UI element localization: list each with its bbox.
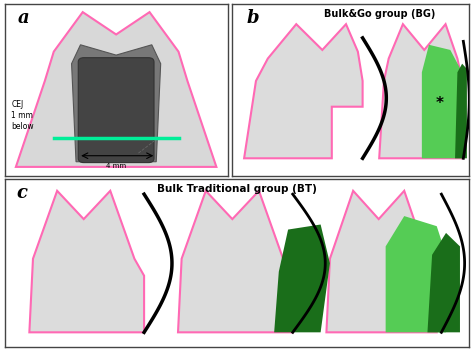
Text: Bulk Traditional group (BT): Bulk Traditional group (BT)	[157, 184, 317, 194]
Polygon shape	[455, 64, 467, 158]
Polygon shape	[422, 45, 462, 158]
Polygon shape	[16, 12, 216, 167]
Polygon shape	[178, 191, 293, 332]
Text: 4 mm: 4 mm	[106, 164, 126, 170]
Text: b: b	[246, 9, 259, 27]
Polygon shape	[386, 216, 446, 332]
Polygon shape	[428, 233, 460, 332]
Polygon shape	[274, 225, 330, 332]
Text: c: c	[16, 184, 27, 202]
Text: a: a	[18, 9, 30, 27]
Polygon shape	[379, 24, 462, 158]
Text: Bulk&Go group (BG): Bulk&Go group (BG)	[324, 9, 435, 19]
Polygon shape	[244, 24, 363, 158]
Polygon shape	[29, 191, 144, 332]
Text: CEJ
1 mm
below: CEJ 1 mm below	[11, 100, 34, 131]
Polygon shape	[327, 191, 437, 332]
Text: *: *	[436, 96, 444, 111]
Polygon shape	[72, 45, 161, 162]
FancyBboxPatch shape	[78, 58, 154, 163]
